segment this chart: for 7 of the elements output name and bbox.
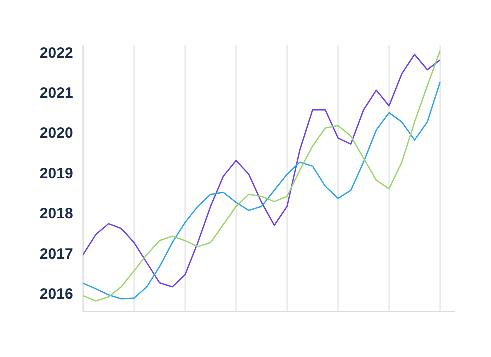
- y-tick-label: 2017: [40, 246, 74, 263]
- y-tick-label: 2022: [40, 44, 74, 62]
- y-tick-label: 2020: [40, 125, 74, 142]
- y-tick-label: 2018: [40, 206, 74, 223]
- y-tick-label: 2016: [40, 286, 74, 304]
- y-tick-label: 2019: [40, 165, 74, 182]
- y-tick-label: 2021: [40, 85, 74, 102]
